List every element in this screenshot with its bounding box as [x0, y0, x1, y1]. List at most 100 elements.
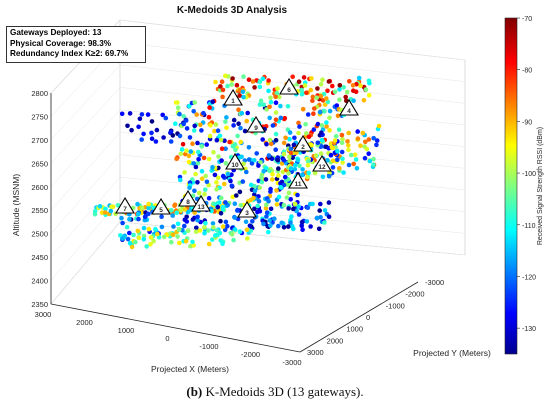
rssi-point — [241, 74, 246, 79]
rssi-point — [183, 238, 189, 244]
rssi-point — [210, 165, 215, 170]
rssi-point — [348, 152, 354, 158]
rssi-point — [213, 233, 218, 238]
rssi-point — [149, 130, 154, 136]
z-gridline — [50, 64, 121, 141]
y-tick-label: 3000 — [307, 348, 324, 357]
rssi-point — [268, 223, 273, 228]
rssi-point — [285, 182, 291, 188]
rssi-point — [236, 107, 241, 112]
rssi-point — [339, 149, 345, 155]
rssi-point — [283, 135, 288, 141]
gateway-label: 3 — [245, 210, 249, 217]
z-gridline — [119, 19, 466, 61]
rssi-point — [141, 131, 146, 137]
gateway-label: 1 — [231, 98, 235, 105]
rssi-point — [223, 146, 228, 151]
rssi-point — [316, 226, 322, 232]
gateway-marker — [237, 200, 257, 218]
z-tick-label: 2600 — [31, 183, 48, 192]
rssi-point — [176, 226, 182, 232]
rssi-point — [215, 204, 221, 210]
rssi-point — [319, 123, 325, 128]
rssi-point — [296, 212, 302, 217]
rssi-point — [337, 83, 343, 88]
y-tick-label: 2000 — [327, 336, 344, 345]
rssi-point — [212, 172, 218, 178]
rssi-point — [276, 194, 282, 200]
rssi-point — [286, 190, 292, 196]
rssi-point — [304, 219, 310, 224]
rssi-point — [210, 99, 215, 104]
rssi-point — [257, 185, 263, 190]
rssi-point — [203, 220, 208, 226]
rssi-point — [216, 165, 221, 171]
rssi-point — [267, 218, 273, 223]
rssi-point — [187, 185, 192, 191]
rssi-point — [281, 182, 287, 188]
rssi-point — [215, 175, 221, 181]
rssi-point — [295, 157, 301, 163]
rssi-point — [131, 232, 136, 238]
rssi-point — [276, 94, 282, 100]
rssi-point — [376, 123, 382, 129]
rssi-point — [266, 153, 272, 158]
rssi-point — [196, 157, 201, 162]
z-gridline — [119, 109, 466, 147]
rssi-point — [175, 221, 181, 227]
rssi-point — [196, 149, 201, 155]
rssi-point — [214, 187, 219, 192]
rssi-point — [154, 127, 160, 133]
rssi-point — [339, 140, 345, 146]
rssi-point — [267, 137, 273, 143]
rssi-point — [320, 77, 325, 82]
rssi-point — [218, 211, 224, 216]
rssi-point — [255, 209, 260, 215]
rssi-point — [273, 131, 279, 137]
rssi-point — [295, 192, 300, 198]
rssi-point — [191, 109, 196, 114]
z-gridline — [50, 176, 121, 258]
rssi-point — [174, 156, 179, 162]
rssi-point — [125, 123, 130, 129]
rssi-point — [211, 225, 216, 230]
x-tick-label: 1000 — [118, 326, 135, 335]
rssi-point — [232, 227, 238, 232]
x-tick-label: 3000 — [35, 310, 52, 319]
rssi-point — [124, 224, 130, 230]
rssi-point — [256, 199, 262, 204]
rssi-point — [219, 158, 224, 163]
rssi-point — [315, 140, 321, 146]
rssi-point — [196, 190, 202, 196]
rssi-point — [199, 144, 205, 149]
colorbar-tick-label: -100 — [522, 171, 536, 178]
rssi-point — [223, 119, 228, 124]
rssi-point — [306, 170, 312, 176]
gateway-marker — [339, 98, 359, 116]
rssi-point — [320, 174, 326, 180]
y-tick-label: 1000 — [346, 325, 363, 334]
rssi-point — [299, 172, 305, 178]
rssi-point — [366, 93, 372, 98]
rssi-point — [230, 143, 236, 149]
rssi-point — [258, 98, 264, 104]
rssi-point — [213, 79, 218, 85]
rssi-point — [133, 239, 138, 245]
x-tick-label: -1000 — [199, 342, 218, 351]
rssi-point — [304, 90, 309, 96]
rssi-point — [178, 151, 184, 157]
rssi-point — [199, 169, 205, 174]
rssi-point — [289, 214, 294, 219]
rssi-point — [184, 148, 189, 153]
rssi-point — [209, 208, 214, 214]
rssi-point — [344, 89, 350, 95]
rssi-point — [268, 141, 274, 147]
rssi-point — [315, 86, 320, 91]
rssi-point — [341, 170, 346, 175]
rssi-point — [248, 228, 254, 233]
rssi-point — [239, 110, 245, 116]
rssi-point — [292, 135, 297, 141]
rssi-point — [136, 124, 141, 130]
caption-text: K-Medoids 3D (13 gateways). — [202, 384, 364, 399]
rssi-point — [230, 194, 235, 200]
